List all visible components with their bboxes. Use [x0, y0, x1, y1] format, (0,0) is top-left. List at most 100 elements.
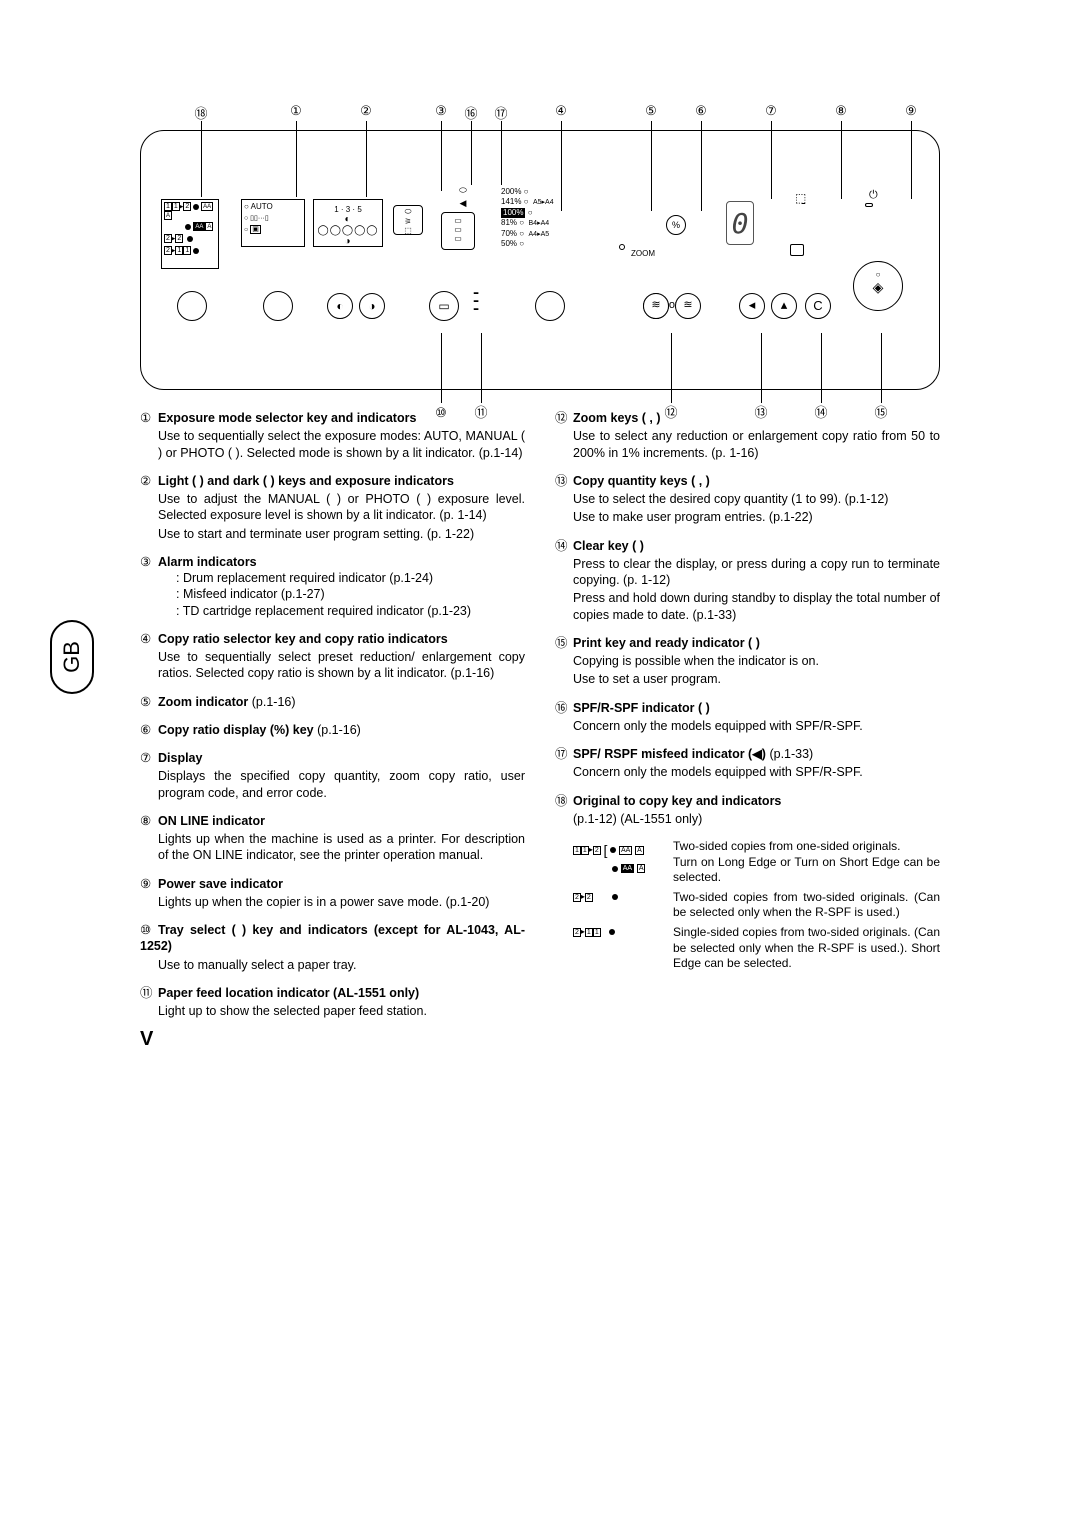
- description-entry: ⑭Clear key ( )Press to clear the display…: [555, 538, 940, 623]
- callout-label: ⑭: [811, 402, 831, 421]
- duplex-mode-row: 2▸2 Two-sided copies from two-sided orig…: [573, 890, 940, 921]
- zoom-option: 81% ○ B4▸A4: [501, 218, 554, 228]
- orig-copy-box: 11▸2 AAA AAA 2▸2 2▸11: [161, 199, 219, 269]
- description-entry: ⑩Tray select ( ) key and indicators (exc…: [140, 922, 525, 973]
- callout-line: [561, 121, 562, 211]
- zoom-up-key: ≊: [675, 293, 701, 319]
- entry-body: Concern only the models equipped with SP…: [573, 718, 940, 734]
- entry-heading: Power save indicator: [158, 877, 283, 891]
- callout-line: [821, 333, 822, 403]
- entry-body: Lights up when the copier is in a power …: [158, 894, 525, 910]
- zoom-option: 200% ○: [501, 187, 554, 197]
- zoom-down-key2: ≋: [643, 293, 669, 319]
- callout-line: [911, 121, 912, 199]
- entry-body: Lights up when the machine is used as a …: [158, 831, 525, 864]
- exposure-key: [263, 291, 293, 321]
- description-entry: ⑪Paper feed location indicator (AL-1551 …: [140, 985, 525, 1020]
- entry-number: ⑤: [140, 694, 158, 710]
- entry-sub: : TD cartridge replacement required indi…: [176, 603, 525, 619]
- entry-body: Use to sequentially select preset reduct…: [158, 649, 525, 682]
- entry-number: ⑦: [140, 750, 158, 766]
- spf-indicator-area: ⬭ ◀ ▭▭▭: [441, 185, 485, 255]
- light-key: ◐: [327, 293, 353, 319]
- duplex-mode-row: 2▸11 Single-sided copies from two-sided …: [573, 925, 940, 972]
- callout-line: [771, 121, 772, 199]
- entry-heading: Copy quantity keys ( , ): [573, 474, 710, 488]
- entry-heading: Original to copy key and indicators: [573, 794, 781, 808]
- callout-line: [841, 121, 842, 199]
- callout-label: ⑦: [761, 103, 781, 119]
- description-entry: ①Exposure mode selector key and indicato…: [140, 410, 525, 461]
- entry-heading: Exposure mode selector key and indicator…: [158, 411, 416, 425]
- clear-key: C: [805, 293, 831, 319]
- orig-copy-key: [177, 291, 207, 321]
- entry-body: Use to select any reduction or enlargeme…: [573, 428, 940, 461]
- entry-number: ③: [140, 554, 158, 570]
- callout-line: [296, 121, 297, 197]
- callout-label: ⑮: [871, 402, 891, 421]
- entry-heading: SPF/ RSPF misfeed indicator (◀): [573, 747, 769, 761]
- entry-sub: : Misfeed indicator (p.1-27): [176, 586, 525, 602]
- description-entry: ⑨Power save indicator Lights up when the …: [140, 876, 525, 911]
- zoom-option: 100% ○: [501, 208, 554, 218]
- callout-label: ⑱: [191, 103, 211, 122]
- qty-up-key: ▴: [771, 293, 797, 319]
- duplex-text: Two-sided copies from one-sided original…: [673, 839, 940, 886]
- entry-heading: Display: [158, 751, 202, 765]
- entry-number: ⑩: [140, 922, 158, 938]
- entry-heading: Copy ratio display (%) key: [158, 723, 317, 737]
- entry-body: Use to set a user program.: [573, 671, 940, 687]
- entry-number: ②: [140, 473, 158, 489]
- callout-label: ⑪: [471, 402, 491, 421]
- entry-heading: Copy ratio selector key and copy ratio i…: [158, 632, 448, 646]
- entry-body: Use to sequentially select the exposure …: [158, 428, 525, 461]
- gb-tab-label: GB: [59, 641, 85, 673]
- callout-line: [441, 121, 442, 191]
- duplex-icons: 2▸11: [573, 925, 663, 972]
- entry-body: Use to make user program entries. (p.1-2…: [573, 509, 940, 525]
- callout-label: ④: [551, 103, 571, 119]
- entry-body: Concern only the models equipped with SP…: [573, 764, 940, 780]
- description-entry: ⑦DisplayDisplays the specified copy quan…: [140, 750, 525, 801]
- power-led: [865, 203, 873, 207]
- callout-label: ①: [286, 103, 306, 119]
- callout-line: [881, 333, 882, 403]
- entry-body: Press and hold down during standby to di…: [573, 590, 940, 623]
- description-entry: ⑧ON LINE indicatorLights up when the mac…: [140, 813, 525, 864]
- entry-heading: Alarm indicators: [158, 555, 257, 569]
- entry-number: ⑨: [140, 876, 158, 892]
- entry-inline: (p.1-33): [769, 747, 813, 761]
- entry-inline: (p.1-16): [317, 723, 361, 737]
- entry-number: ⑯: [555, 700, 573, 716]
- entry-number: ⑮: [555, 635, 573, 651]
- description-entry: ⑯SPF/R-SPF indicator ( )Concern only the…: [555, 700, 940, 735]
- entry-number: ⑫: [555, 410, 573, 426]
- callout-label: ⑥: [691, 103, 711, 119]
- entry-number: ⑰: [555, 746, 573, 762]
- entry-number: ④: [140, 631, 158, 647]
- callout-label: ⑰: [491, 103, 511, 122]
- callout-label: ⑯: [461, 103, 481, 122]
- entry-sub: : Drum replacement required indicator (p…: [176, 570, 525, 586]
- callout-line: [471, 121, 472, 185]
- entry-heading: Zoom indicator: [158, 695, 252, 709]
- zoom-option: 50% ○: [501, 239, 554, 249]
- entry-number: ⑬: [555, 473, 573, 489]
- duplex-text: Two-sided copies from two-sided original…: [673, 890, 940, 921]
- callout-line: [441, 333, 442, 403]
- callout-line: [366, 121, 367, 197]
- display-digit: 0: [726, 201, 754, 245]
- description-entry: ②Light ( ) and dark ( ) keys and exposur…: [140, 473, 525, 542]
- description-entry: ⑮Print key and ready indicator ( )Copyin…: [555, 635, 940, 688]
- description-entry: ⑬Copy quantity keys ( , )Use to select t…: [555, 473, 940, 526]
- entry-inline: (p.1-16): [252, 695, 296, 709]
- entry-number: ⑱: [555, 793, 573, 809]
- callout-line: [671, 333, 672, 403]
- entry-number: ⑭: [555, 538, 573, 554]
- entry-body: Use to adjust the MANUAL ( ) or PHOTO ( …: [158, 491, 525, 524]
- exposure-box: ○ AUTO ○ ▯▯···▯ ○ ▣: [241, 199, 305, 247]
- entry-body: (p.1-12) (AL-1551 only): [573, 811, 940, 827]
- ratio-key: [535, 291, 565, 321]
- entry-number: ⑥: [140, 722, 158, 738]
- zoom-ratio-list: 200% ○ 141% ○ A5▸A4100% ○ 81% ○ B4▸A470%…: [501, 187, 554, 249]
